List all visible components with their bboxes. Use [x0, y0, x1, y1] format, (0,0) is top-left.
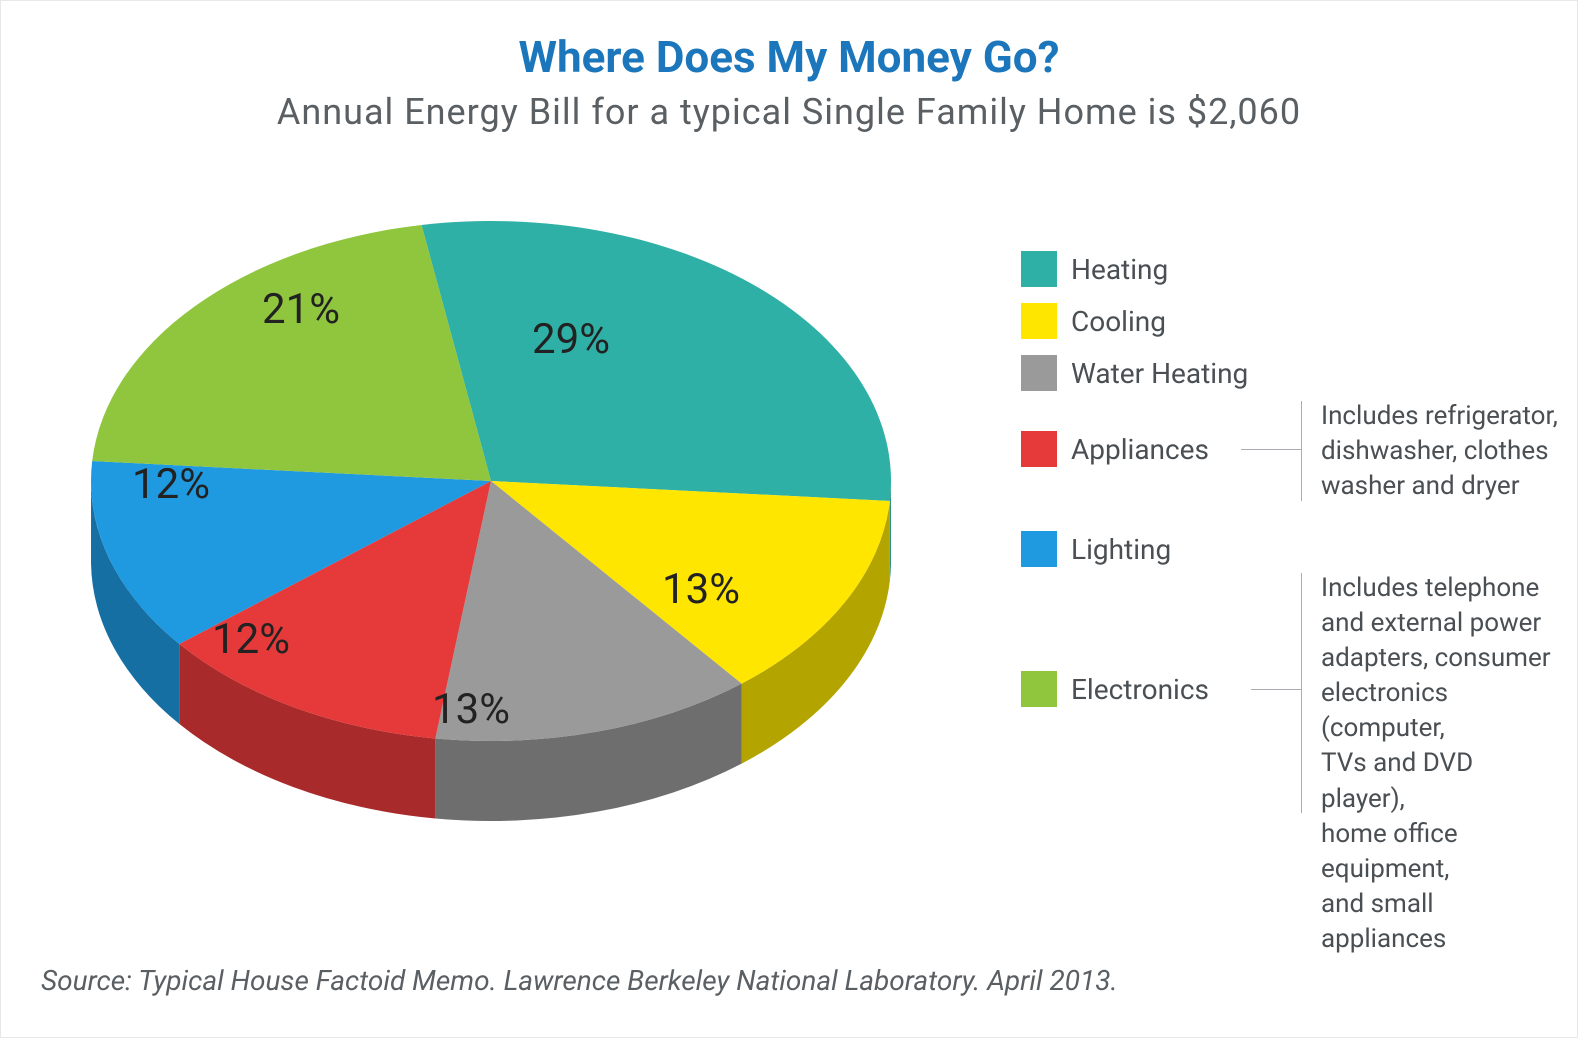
pie-chart	[71, 201, 911, 845]
legend-item-water-heating: Water Heating	[1021, 355, 1248, 391]
legend-connector	[1251, 689, 1301, 690]
pie-label-lighting: 12%	[121, 460, 221, 509]
chart-subtitle: Annual Energy Bill for a typical Single …	[1, 91, 1577, 133]
legend-swatch	[1021, 531, 1057, 567]
legend-item-appliances: Appliances	[1021, 431, 1209, 467]
pie-label-water-heating: 13%	[421, 685, 521, 734]
chart-frame: Where Does My Money Go? Annual Energy Bi…	[0, 0, 1578, 1038]
legend-swatch	[1021, 251, 1057, 287]
pie-slice-heating	[422, 221, 891, 501]
legend-connector	[1241, 449, 1301, 450]
pie-label-appliances: 12%	[201, 615, 301, 664]
legend-label: Appliances	[1071, 433, 1209, 466]
legend-desc: Includes refrigerator,dishwasher, clothe…	[1321, 399, 1558, 504]
legend-swatch	[1021, 303, 1057, 339]
pie-side	[890, 485, 891, 581]
legend-swatch	[1021, 671, 1057, 707]
source-attribution: Source: Typical House Factoid Memo. Lawr…	[41, 964, 1118, 997]
legend-label: Cooling	[1071, 305, 1166, 338]
legend-divider	[1301, 401, 1302, 501]
legend-item-electronics: Electronics	[1021, 671, 1209, 707]
pie-label-heating: 29%	[521, 315, 621, 364]
legend-desc: Includes telephoneand external poweradap…	[1321, 571, 1559, 957]
legend-item-cooling: Cooling	[1021, 303, 1166, 339]
pie-slice-electronics	[92, 225, 491, 481]
legend-item-heating: Heating	[1021, 251, 1168, 287]
pie-label-electronics: 21%	[251, 285, 351, 334]
legend-label: Heating	[1071, 253, 1168, 286]
chart-title: Where Does My Money Go?	[1, 31, 1577, 83]
legend-label: Water Heating	[1071, 357, 1248, 390]
legend: Heating Cooling Water Heating Appliances…	[1021, 251, 1559, 891]
legend-swatch	[1021, 431, 1057, 467]
pie-svg	[71, 201, 911, 841]
legend-label: Lighting	[1071, 533, 1171, 566]
pie-label-cooling: 13%	[651, 565, 751, 614]
legend-item-lighting: Lighting	[1021, 531, 1171, 567]
legend-divider	[1301, 573, 1302, 813]
legend-swatch	[1021, 355, 1057, 391]
legend-label: Electronics	[1071, 673, 1209, 706]
